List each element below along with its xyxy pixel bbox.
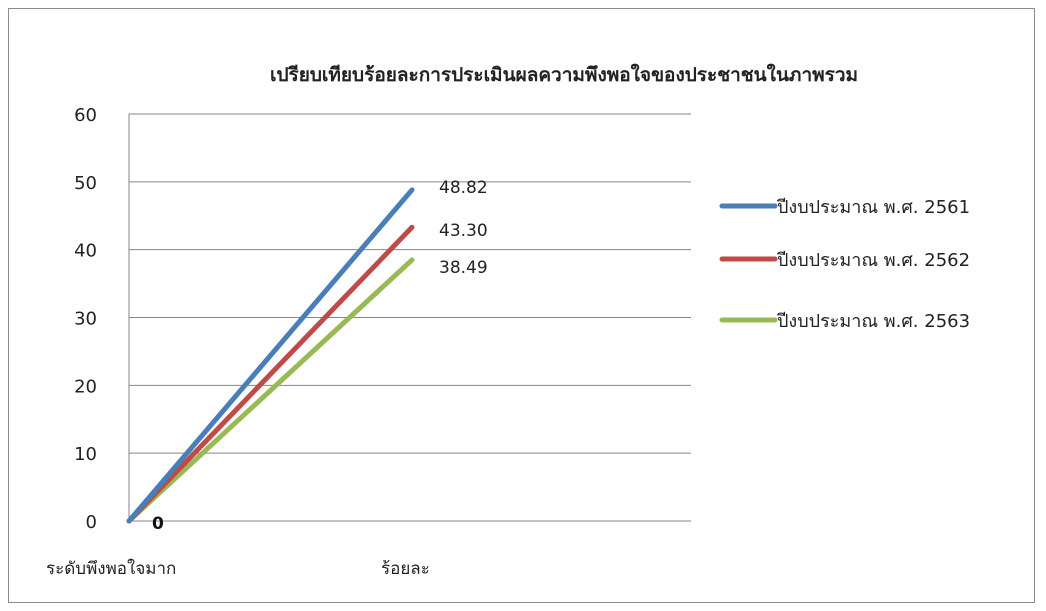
legend-label: ปีงบประมาณ พ.ศ. 2562 — [777, 250, 970, 271]
y-tick-label: 10 — [74, 444, 97, 465]
y-tick-label: 40 — [74, 241, 97, 262]
y-tick-label: 20 — [74, 376, 97, 397]
line-chart: เปรียบเทียบร้อยละการประเมินผลความพึงพอใจ… — [46, 63, 970, 579]
grid — [129, 113, 691, 454]
series-lines — [126, 187, 415, 524]
legend-item: ปีงบประมาณ พ.ศ. 2561 — [719, 197, 970, 218]
legend: ปีงบประมาณ พ.ศ. 2561 ปีงบประมาณ พ.ศ. 2562… — [719, 197, 970, 332]
series-line — [126, 257, 415, 524]
legend-item: ปีงบประมาณ พ.ศ. 2563 — [719, 311, 970, 332]
legend-label: ปีงบประมาณ พ.ศ. 2561 — [777, 197, 970, 218]
y-tick-label: 0 — [86, 512, 97, 533]
chart-title: เปรียบเทียบร้อยละการประเมินผลความพึงพอใจ… — [270, 63, 858, 86]
x-category-label: ระดับพึงพอใจมาก — [46, 558, 176, 579]
data-label: 48.82 — [439, 178, 488, 198]
y-tick-label: 30 — [74, 309, 97, 330]
x-category-label: ร้อยละ — [381, 559, 430, 579]
y-tick-label: 50 — [74, 173, 97, 194]
y-tick-label: 60 — [74, 105, 97, 126]
axes: 0 10 20 30 40 50 60 ระดับพึงพอใจมาก ร้อยละ — [46, 105, 691, 579]
series-line — [126, 187, 415, 524]
legend-item: ปีงบประมาณ พ.ศ. 2562 — [719, 250, 970, 271]
data-labels: 48.82 43.30 38.49 0 — [152, 178, 488, 534]
data-label: 38.49 — [439, 258, 488, 278]
legend-label: ปีงบประมาณ พ.ศ. 2563 — [777, 311, 970, 332]
start-data-label: 0 — [152, 514, 164, 534]
chart-frame: เปรียบเทียบร้อยละการประเมินผลความพึงพอใจ… — [8, 8, 1035, 603]
data-label: 43.30 — [439, 221, 488, 241]
series-line — [126, 224, 415, 524]
